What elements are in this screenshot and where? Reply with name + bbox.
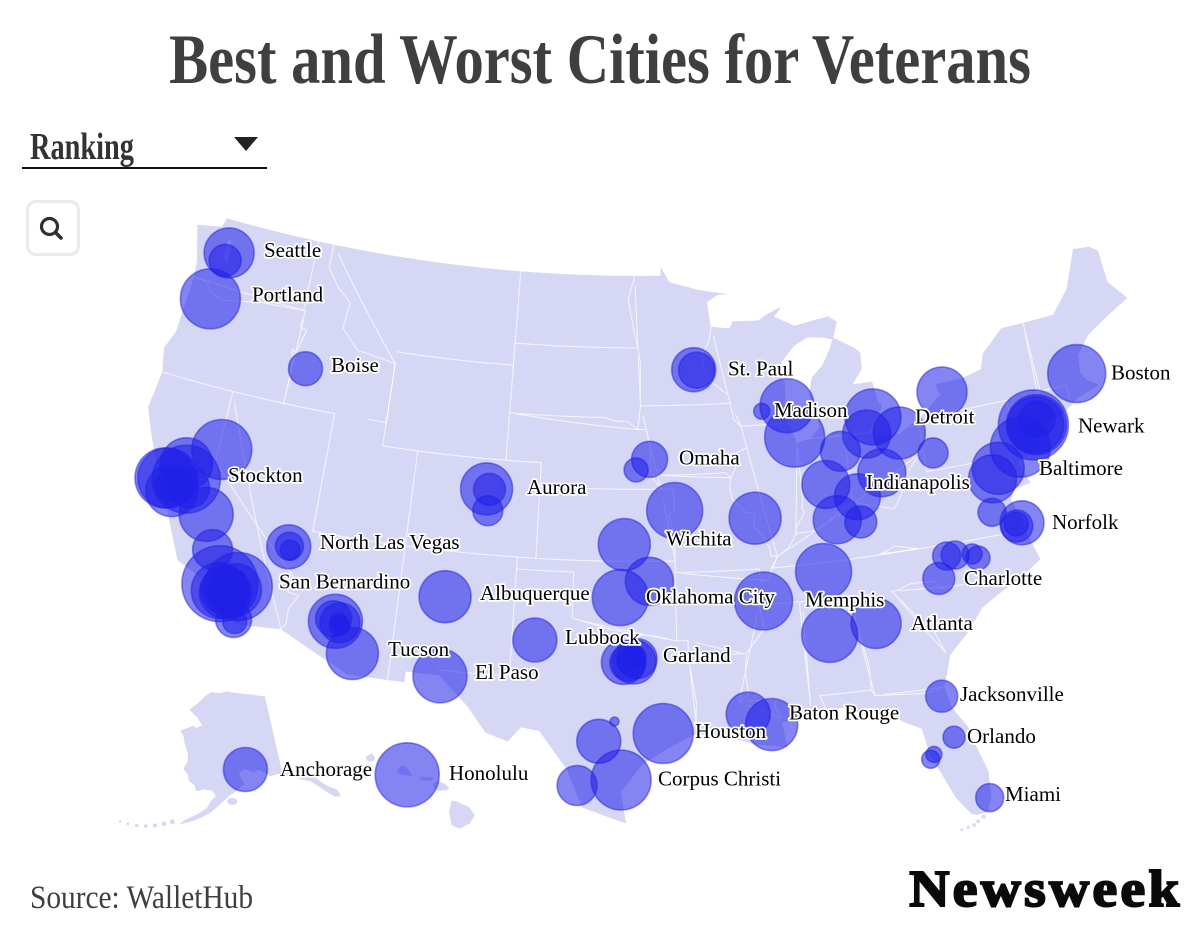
svg-text:Anchorage: Anchorage [280,757,372,781]
svg-text:Baton Rouge: Baton Rouge [789,701,899,725]
svg-text:Wichita: Wichita [666,527,732,551]
svg-text:Houston: Houston [695,719,767,743]
svg-text:Jacksonville: Jacksonville [960,682,1064,706]
svg-text:Omaha: Omaha [679,446,740,470]
svg-text:Boston: Boston [1111,361,1171,385]
svg-text:Seattle: Seattle [264,238,321,262]
svg-text:Orlando: Orlando [967,724,1036,748]
svg-text:Boise: Boise [331,353,379,377]
svg-text:St. Paul: St. Paul [728,357,794,381]
svg-text:Portland: Portland [252,283,324,307]
svg-text:Charlotte: Charlotte [964,566,1042,590]
svg-text:Indianapolis: Indianapolis [866,470,970,494]
svg-text:Stockton: Stockton [228,463,303,487]
svg-text:Detroit: Detroit [915,405,975,429]
svg-text:Aurora: Aurora [527,475,587,499]
svg-text:Albuquerque: Albuquerque [480,581,590,605]
svg-text:Newark: Newark [1078,414,1145,438]
svg-text:Oklahoma City: Oklahoma City [646,585,775,609]
svg-text:Honolulu: Honolulu [449,761,529,785]
svg-text:Madison: Madison [774,398,848,422]
svg-text:Atlanta: Atlanta [911,611,973,635]
svg-text:Baltimore: Baltimore [1039,456,1123,480]
svg-text:Miami: Miami [1005,782,1061,806]
svg-text:Garland: Garland [663,643,731,667]
svg-text:El Paso: El Paso [475,660,539,684]
svg-text:Corpus Christi: Corpus Christi [658,767,781,791]
svg-text:Norfolk: Norfolk [1052,510,1119,534]
svg-text:San Bernardino: San Bernardino [279,570,410,594]
svg-text:Memphis: Memphis [805,588,884,612]
svg-text:Lubbock: Lubbock [565,625,640,649]
svg-text:Tucson: Tucson [388,637,450,661]
svg-text:North Las Vegas: North Las Vegas [320,530,460,554]
